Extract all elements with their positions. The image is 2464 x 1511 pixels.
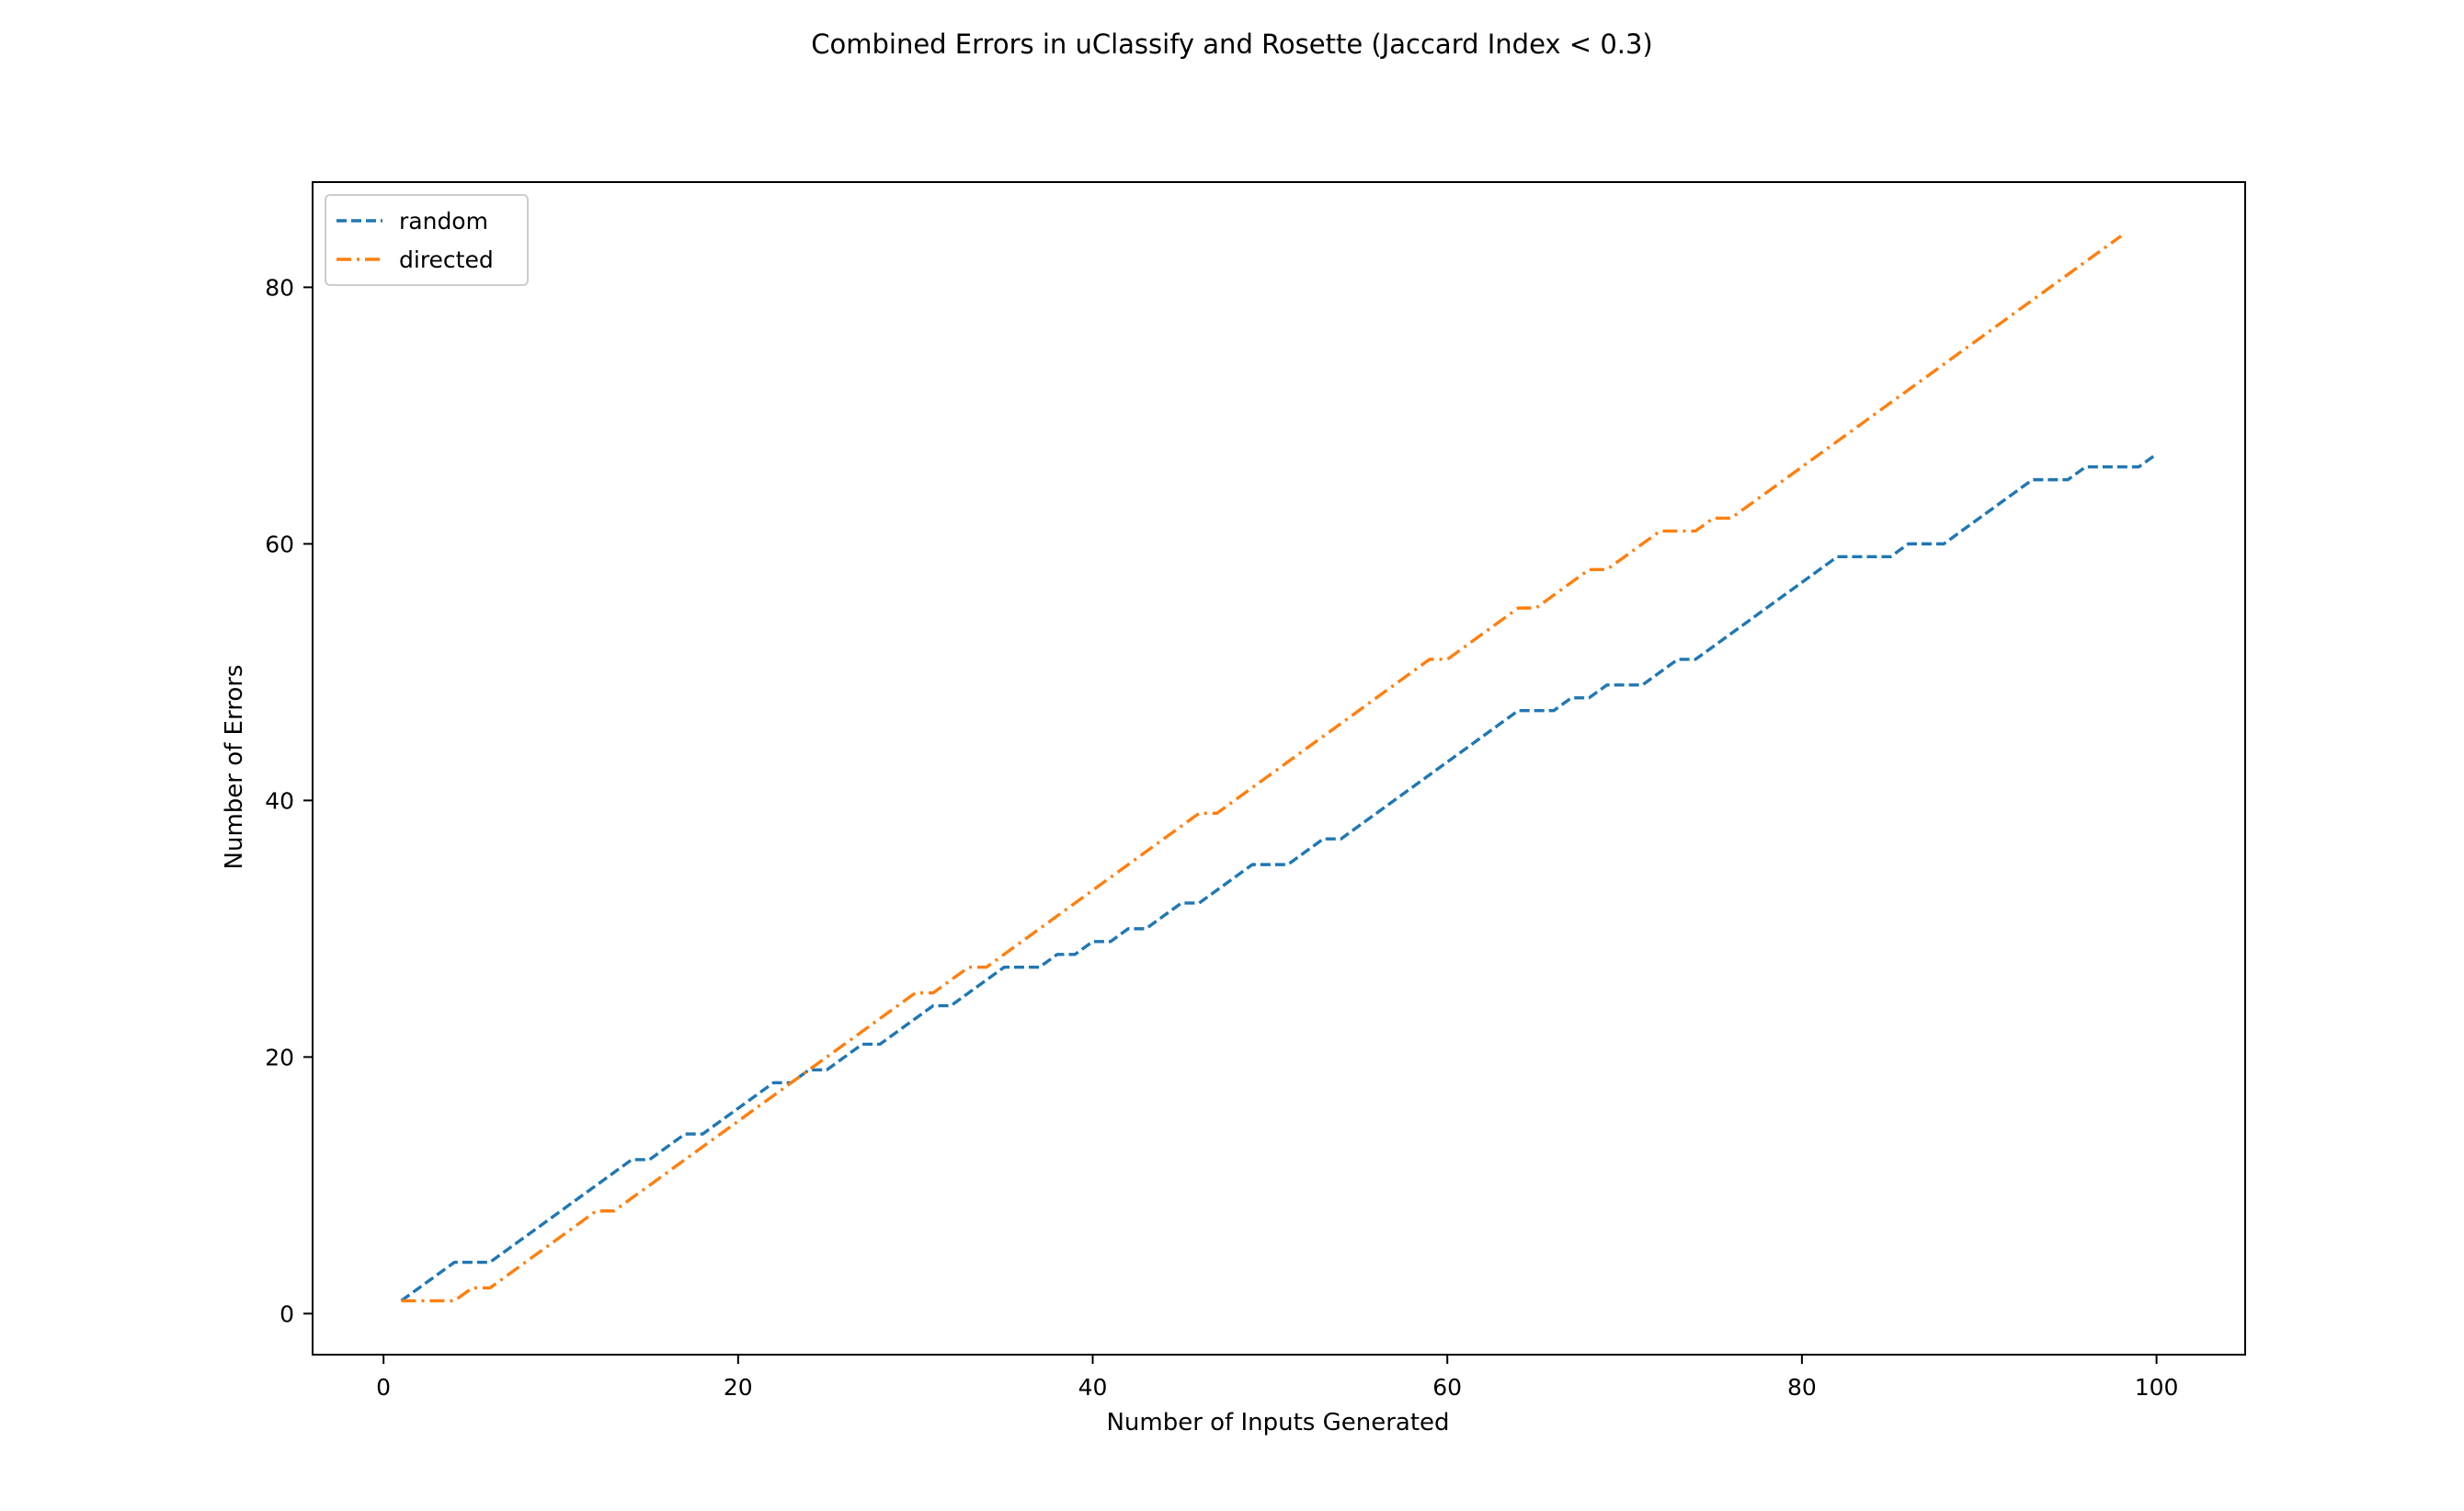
x-tick-label-40: 40 — [1078, 1374, 1108, 1401]
x-tick-label-20: 20 — [724, 1374, 753, 1401]
y-axis-label: Number of Errors — [221, 665, 248, 870]
x-tick-label-0: 0 — [376, 1374, 391, 1401]
y-tick-label-20: 20 — [265, 1044, 294, 1070]
y-tick-label-0: 0 — [279, 1300, 294, 1327]
legend-label-directed: directed — [399, 246, 494, 273]
plot-frame — [312, 181, 2246, 1356]
series-line-random — [400, 452, 2158, 1302]
chart-title: Combined Errors in uClassify and Rosette… — [811, 29, 1653, 60]
x-tick-label-80: 80 — [1787, 1374, 1817, 1401]
y-tick-label-60: 60 — [265, 531, 294, 557]
x-tick-label-60: 60 — [1432, 1374, 1462, 1401]
series-line-directed — [401, 235, 2123, 1303]
legend-label-random: random — [399, 208, 488, 235]
x-axis-label: Number of Inputs Generated — [1106, 1409, 1449, 1437]
x-tick-label-100: 100 — [2135, 1374, 2179, 1401]
legend-box — [325, 194, 529, 286]
legend: random directed — [325, 194, 529, 286]
y-tick-label-80: 80 — [265, 274, 294, 301]
plot-area: 0 20 40 60 80 100 0 20 40 60 80 random directed — [265, 181, 2246, 1401]
y-tick-label-40: 40 — [265, 787, 294, 814]
